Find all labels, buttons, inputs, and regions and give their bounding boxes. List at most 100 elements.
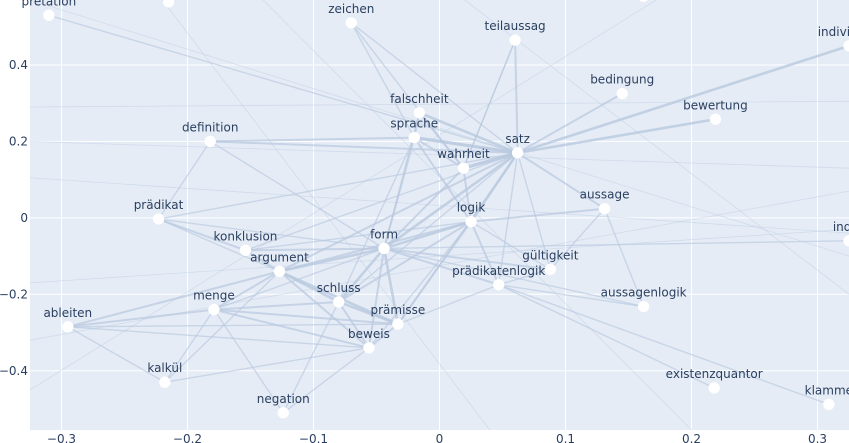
edge-beweis-kalkül bbox=[164, 347, 370, 383]
edge-satz-bedingung bbox=[516, 92, 624, 154]
edge-satz-zeichen bbox=[350, 22, 519, 154]
node-logik[interactable] bbox=[465, 215, 477, 228]
edge-logik-beweis bbox=[368, 220, 472, 349]
node-unlabeled[interactable] bbox=[162, 0, 175, 8]
node-label-beweis: beweis bbox=[348, 327, 390, 341]
node-label-sprache: sprache bbox=[390, 117, 438, 131]
edge-form-konklusion bbox=[244, 247, 386, 252]
background-edge bbox=[29, 0, 657, 391]
node-menge[interactable] bbox=[208, 303, 220, 316]
node-label-schluss: schluss bbox=[317, 281, 361, 295]
edge-satz-pretation bbox=[48, 14, 519, 154]
edge-teilaussag-wahrheit bbox=[462, 39, 516, 169]
node-schluss[interactable] bbox=[332, 296, 345, 308]
edge-argument-kalkül bbox=[164, 270, 281, 383]
edge-form-prädikat bbox=[157, 218, 385, 250]
node-existenzquantor[interactable] bbox=[708, 382, 720, 394]
y-tick-label: 0 bbox=[20, 211, 28, 225]
x-tick-label: 0.1 bbox=[556, 432, 575, 443]
edge-sprache-schluss bbox=[338, 136, 415, 303]
node-argument[interactable] bbox=[273, 265, 286, 278]
node-beweis[interactable] bbox=[363, 342, 375, 354]
edge-form-schluss bbox=[337, 247, 386, 304]
node-prädikat[interactable] bbox=[152, 213, 165, 225]
node-teilaussag[interactable] bbox=[509, 34, 521, 46]
node-konklusion[interactable] bbox=[239, 244, 252, 257]
edge-satz-bewertung bbox=[516, 117, 717, 155]
edge-prädikatenlogik-klamme bbox=[498, 284, 830, 406]
edge-argument-prädikat bbox=[157, 218, 281, 273]
edge-argument-beweis bbox=[278, 270, 370, 349]
node-indivi[interactable] bbox=[843, 235, 849, 247]
background-edge bbox=[29, 141, 849, 169]
node-label-definition: definition bbox=[182, 120, 238, 134]
node-ableiten[interactable] bbox=[62, 321, 74, 333]
edge-menge-kalkül bbox=[164, 308, 215, 383]
background-edges bbox=[29, 0, 849, 431]
node-individuen[interactable] bbox=[843, 40, 849, 52]
node-label-ableiten: ableiten bbox=[43, 306, 92, 320]
node-pretation[interactable] bbox=[43, 9, 55, 22]
node-label-konklusion: konklusion bbox=[214, 229, 278, 243]
node-aussagenlogik[interactable] bbox=[637, 300, 650, 313]
node-label-negation: negation bbox=[257, 392, 310, 406]
node-label-bewertung: bewertung bbox=[683, 98, 748, 112]
edge-prädikatenlogik-prämisse bbox=[397, 284, 500, 325]
node-label-bedingung: bedingung bbox=[590, 73, 654, 87]
node-label-prämisse: prämisse bbox=[371, 303, 426, 317]
node-satz[interactable] bbox=[511, 147, 524, 159]
edge-form-indivi bbox=[383, 240, 849, 250]
node-label-existenzquantor: existenzquantor bbox=[666, 367, 763, 381]
edge-logik-schluss bbox=[337, 220, 472, 303]
node-zeichen[interactable] bbox=[345, 17, 358, 29]
x-tick-label: 0.2 bbox=[682, 432, 701, 443]
background-edge bbox=[29, 177, 849, 234]
node-aussage[interactable] bbox=[598, 202, 611, 215]
node-form[interactable] bbox=[378, 242, 390, 255]
edge-logik-konklusion bbox=[244, 220, 472, 252]
node-sprache[interactable] bbox=[408, 131, 421, 144]
node-label-falschheit: falschheit bbox=[390, 92, 449, 106]
node-klamme[interactable] bbox=[823, 398, 835, 411]
edge-wahrheit-form bbox=[383, 167, 465, 250]
node-falschheit[interactable] bbox=[413, 107, 426, 119]
edge-form-beweis bbox=[367, 247, 386, 349]
node-label-prädikat: prädikat bbox=[134, 198, 184, 212]
node-gültigkeit[interactable] bbox=[544, 263, 557, 276]
node-prädikatenlogik[interactable] bbox=[492, 279, 505, 291]
node-definition[interactable] bbox=[204, 135, 216, 148]
background-edge bbox=[29, 100, 849, 108]
edge-satz-teilaussag bbox=[514, 39, 519, 154]
node-wahrheit[interactable] bbox=[457, 162, 470, 174]
node-negation[interactable] bbox=[277, 407, 290, 419]
node-bedingung[interactable] bbox=[616, 87, 628, 100]
edge-aussage-aussagenlogik bbox=[603, 207, 645, 308]
node-labels: pretation zeichen teilaussag individuen bedi… bbox=[22, 0, 849, 406]
node-prämisse[interactable] bbox=[392, 318, 404, 330]
background-edge bbox=[464, 0, 849, 295]
edge-satz-konklusion bbox=[244, 152, 519, 252]
edge-argument-menge bbox=[212, 270, 281, 311]
edge-form-argument bbox=[278, 247, 386, 273]
node-unlabeled[interactable] bbox=[638, 0, 649, 2]
node-label-zeichen: zeichen bbox=[328, 2, 374, 16]
edge-satz-aussage bbox=[516, 151, 606, 210]
edge-beweis-negation bbox=[282, 347, 370, 414]
node-label-aussagenlogik: aussagenlogik bbox=[601, 286, 687, 300]
edge-sprache-logik bbox=[413, 136, 472, 223]
node-bewertung[interactable] bbox=[709, 113, 722, 126]
node-label-individuen: individuen bbox=[818, 25, 849, 39]
x-tick-label: −0.2 bbox=[173, 432, 202, 443]
edge-logik-gültigkeit bbox=[470, 220, 552, 271]
edge-satz-form bbox=[382, 151, 519, 250]
x-tick-label: 0 bbox=[436, 432, 444, 443]
node-kalkül[interactable] bbox=[159, 376, 171, 388]
y-tick-label: 0.4 bbox=[9, 58, 28, 72]
edge-satz-sprache bbox=[412, 136, 520, 155]
node-label-argument: argument bbox=[250, 250, 309, 264]
background-edge bbox=[161, 0, 491, 431]
edge-zeichen-wahrheit bbox=[350, 22, 465, 169]
edge-sprache-zeichen bbox=[350, 22, 415, 139]
edge-prädikatenlogik-gültigkeit bbox=[498, 268, 552, 286]
